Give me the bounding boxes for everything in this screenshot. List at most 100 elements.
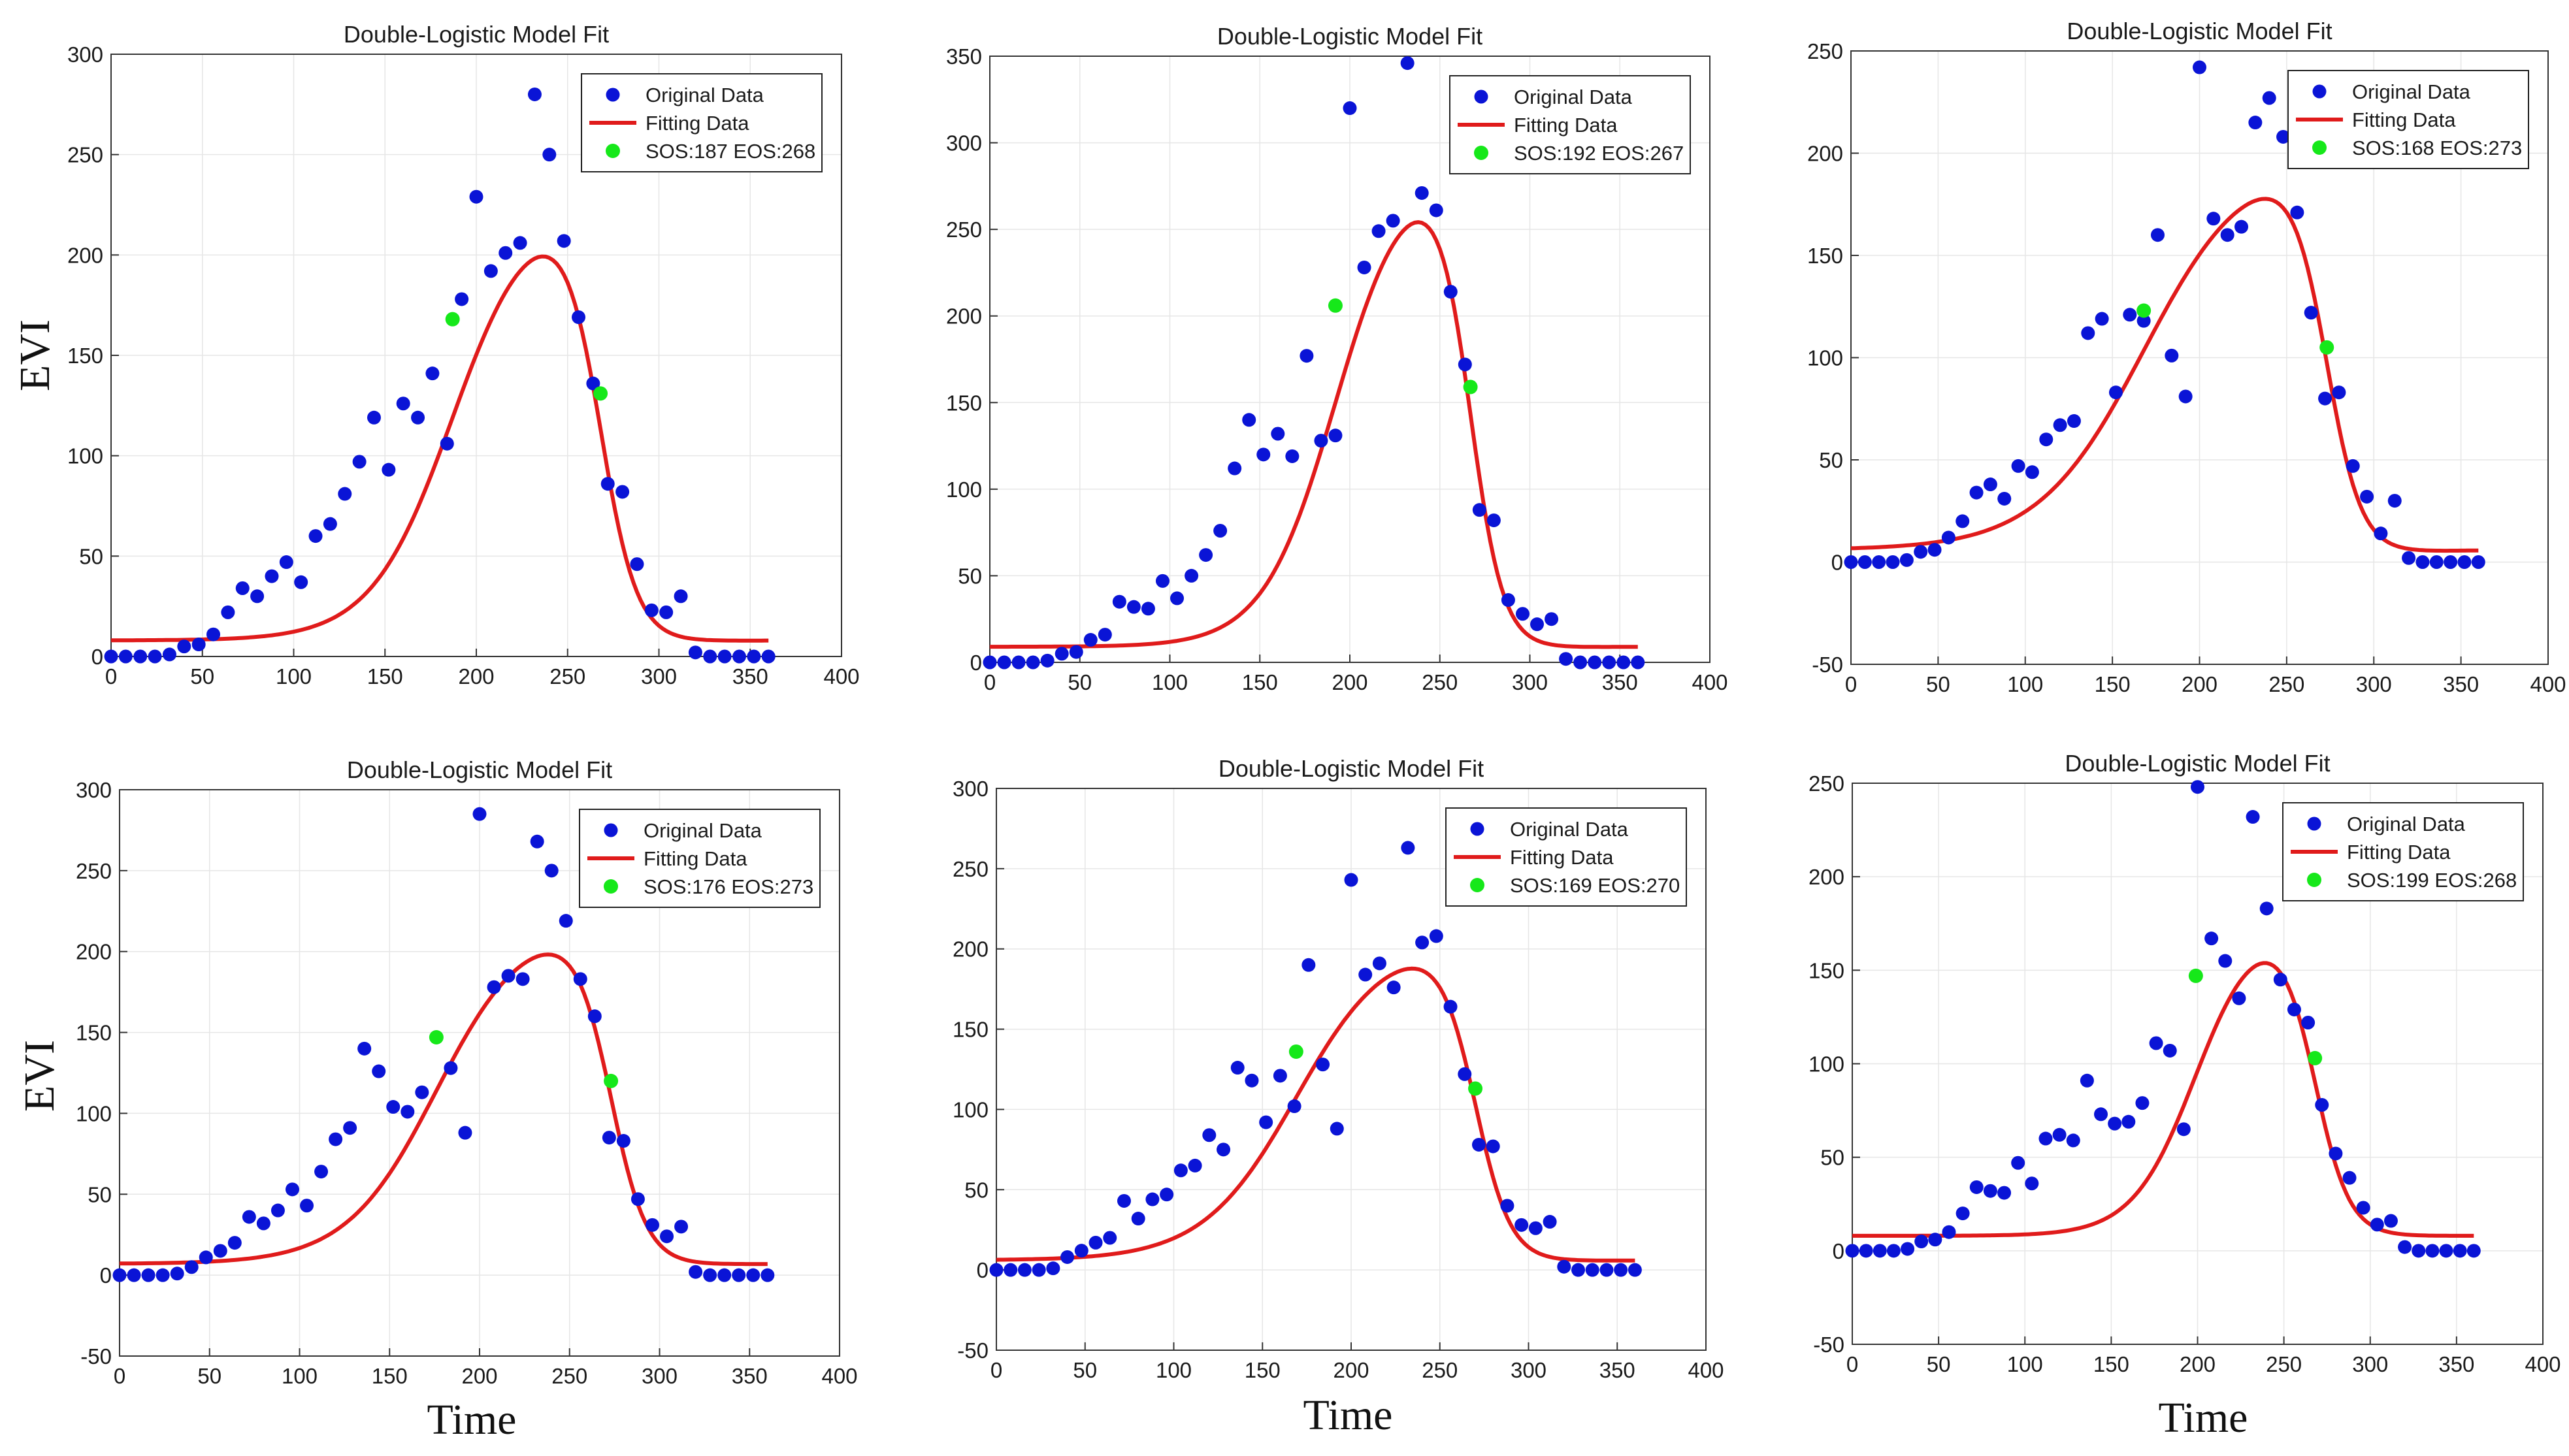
x-tick-label: 100 [276, 664, 312, 688]
original-data-point [2136, 314, 2151, 328]
original-data-point [1285, 449, 1300, 463]
y-tick-label: 150 [953, 1018, 989, 1042]
original-data-point [761, 649, 776, 664]
original-data-point [2123, 308, 2137, 322]
original-data-point [660, 1229, 674, 1244]
legend-original-marker [2307, 817, 2321, 831]
y-tick-label: 100 [76, 1101, 112, 1125]
original-data-point [1886, 555, 1900, 569]
original-data-point [1844, 555, 1858, 569]
original-data-point [1955, 1206, 1970, 1221]
x-tick-label: 300 [2352, 1352, 2388, 1376]
original-data-point [1256, 447, 1271, 462]
original-data-point [630, 1192, 645, 1206]
y-tick-label: 150 [1808, 958, 1844, 982]
y-tick-label: 200 [1808, 865, 1844, 889]
original-data-point [2471, 555, 2485, 569]
sos-marker [429, 1030, 444, 1045]
original-data-point [689, 1265, 703, 1279]
original-data-point [527, 87, 542, 101]
original-data-point [2346, 459, 2360, 473]
x-tick-label: 50 [1926, 672, 1950, 696]
original-data-point [308, 529, 323, 543]
original-data-point [1069, 645, 1083, 659]
original-data-point [2374, 526, 2388, 541]
original-data-point [1185, 568, 1199, 583]
x-tick-label: 100 [2007, 1352, 2043, 1376]
original-data-point [265, 569, 279, 583]
x-tick-label: 300 [1511, 1358, 1546, 1382]
original-data-point [1941, 530, 1955, 545]
original-data-point [1242, 413, 1256, 427]
original-data-point [270, 1203, 285, 1218]
original-data-point [2108, 1116, 2122, 1131]
x-tick-label: 200 [1333, 1358, 1369, 1382]
x-tick-label: 150 [1245, 1358, 1281, 1382]
original-data-point [472, 807, 487, 821]
original-data-point [425, 366, 440, 381]
legend-phenology-marker [604, 879, 618, 894]
y-tick-label: 200 [67, 243, 103, 267]
original-data-point [352, 455, 367, 469]
x-tick-label: 250 [549, 664, 585, 688]
original-data-point [2220, 228, 2234, 242]
original-data-point [1928, 1233, 1942, 1247]
x-tick-label: 200 [461, 1364, 497, 1388]
eos-marker [1463, 380, 1478, 395]
original-data-point [487, 980, 501, 994]
legend-label: Original Data [2352, 80, 2471, 103]
original-data-point [2398, 1240, 2412, 1254]
x-tick-label: 50 [1073, 1358, 1097, 1382]
original-data-point [1271, 427, 1285, 441]
original-data-point [1170, 591, 1185, 606]
original-data-point [1245, 1073, 1259, 1088]
original-data-point [2439, 1244, 2453, 1258]
x-tick-label: 100 [282, 1364, 318, 1388]
sos-marker [2136, 303, 2152, 318]
chart-title: Double-Logistic Model Fit [2065, 750, 2330, 777]
eos-marker [593, 386, 608, 401]
x-tick-label: 300 [642, 1364, 678, 1388]
original-data-point [1300, 349, 1314, 363]
x-tick-label: 50 [1927, 1352, 1951, 1376]
original-data-point [1230, 1061, 1245, 1075]
original-data-point [2150, 228, 2165, 242]
fitting-curve [1850, 197, 2479, 553]
original-data-point [2444, 555, 2458, 569]
original-data-point [544, 864, 559, 878]
y-tick-label: 0 [100, 1263, 112, 1287]
y-tick-label: 200 [1807, 142, 1843, 166]
original-data-point [1040, 653, 1055, 668]
original-data-point [279, 555, 293, 570]
legend-phenology-marker [2307, 873, 2321, 887]
original-data-point [2301, 1016, 2315, 1030]
original-data-point [1857, 555, 1872, 569]
x-tick-label: 0 [114, 1364, 125, 1388]
eos-marker [2308, 1050, 2323, 1065]
original-data-point [1886, 1244, 1901, 1258]
original-data-point [615, 485, 630, 499]
y-tick-label: 50 [79, 544, 103, 568]
original-data-point [1599, 1263, 1614, 1277]
x-tick-label: 150 [2093, 1352, 2129, 1376]
legend-original-marker [1474, 89, 1488, 104]
y-tick-label: 0 [1833, 1239, 1844, 1263]
y-tick-label: -50 [1812, 653, 1843, 677]
y-tick-label: 300 [76, 778, 112, 802]
original-data-point [2273, 973, 2287, 987]
original-data-point [455, 292, 469, 306]
original-data-point [2318, 391, 2332, 406]
original-data-point [1571, 1263, 1586, 1277]
x-tick-label: 250 [2266, 1352, 2302, 1376]
x-tick-label: 100 [2007, 672, 2043, 696]
original-data-point [2191, 780, 2204, 794]
original-data-point [717, 1268, 732, 1282]
original-data-point [1429, 929, 1443, 943]
original-data-point [1160, 1188, 1174, 1202]
original-data-point [1074, 1244, 1088, 1258]
original-data-point [329, 1132, 343, 1146]
original-data-point [2163, 1043, 2177, 1058]
original-data-point [674, 1220, 689, 1234]
original-data-point [1046, 1261, 1060, 1276]
